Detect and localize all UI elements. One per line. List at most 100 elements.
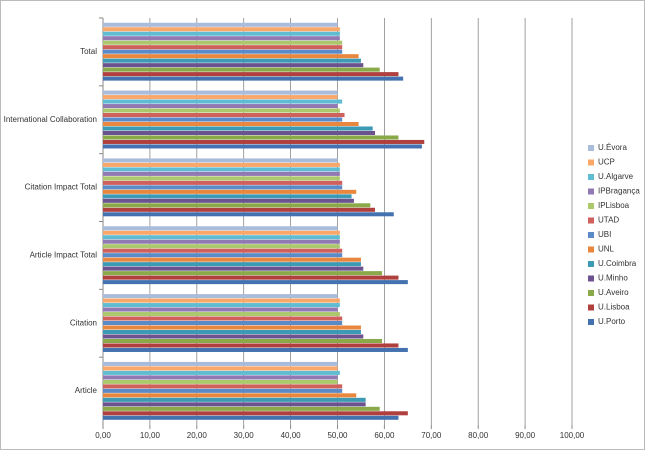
bar — [103, 397, 366, 402]
bar — [103, 235, 340, 240]
legend-label: UTAD — [598, 216, 619, 225]
legend-label: U.Coimbra — [598, 259, 637, 268]
x-tick-label: 90,00 — [515, 431, 536, 440]
bar — [103, 180, 343, 185]
legend-swatch — [588, 246, 594, 253]
legend-label: U.Porto — [598, 317, 626, 326]
bar — [103, 298, 340, 303]
legend-label: UCP — [598, 158, 615, 167]
bar — [103, 22, 338, 27]
legend-swatch — [588, 188, 594, 195]
bar — [103, 167, 340, 172]
bar — [103, 239, 340, 244]
bar — [103, 171, 340, 176]
bar — [103, 280, 408, 285]
bar — [103, 198, 354, 203]
bar — [103, 130, 376, 136]
y-tick-label: Total — [80, 47, 97, 56]
x-tick-label: 30,00 — [234, 431, 255, 440]
bar — [103, 90, 338, 95]
legend-label: U.Lisboa — [598, 303, 630, 312]
bar — [103, 104, 338, 109]
bar — [103, 36, 340, 41]
x-tick-label: 70,00 — [421, 431, 442, 440]
bar — [103, 189, 357, 194]
bar — [103, 361, 338, 366]
bar — [103, 388, 343, 393]
bar — [103, 31, 340, 36]
bar — [103, 375, 338, 380]
legend-swatch — [588, 261, 594, 267]
y-tick-label: Article — [75, 386, 98, 395]
bar — [103, 262, 361, 267]
y-tick-label: Citation Impact Total — [25, 183, 98, 192]
legend-swatch — [588, 145, 594, 151]
bar — [103, 212, 394, 217]
bar — [103, 415, 399, 420]
legend-swatch — [588, 232, 594, 238]
bar — [103, 63, 364, 68]
bar — [103, 325, 361, 330]
bar — [103, 411, 408, 416]
legend-swatch — [588, 203, 594, 209]
bar — [103, 257, 361, 262]
bar — [103, 49, 343, 54]
bar — [103, 76, 404, 81]
bar — [103, 207, 376, 212]
y-tick-label: International Collaboration — [4, 115, 97, 124]
x-tick-label: 100,00 — [560, 431, 585, 440]
legend-swatch — [588, 319, 594, 325]
bar — [103, 338, 383, 343]
legend-swatch — [588, 159, 594, 166]
bar — [103, 329, 361, 335]
bar — [103, 384, 343, 389]
bar — [103, 294, 338, 299]
bar — [103, 126, 373, 131]
bar — [103, 158, 338, 163]
legend-label: UBI — [598, 230, 611, 239]
legend-label: IPBragança — [598, 187, 640, 196]
bar — [103, 406, 380, 411]
x-tick-label: 50,00 — [327, 431, 348, 440]
x-tick-label: 10,00 — [140, 431, 161, 440]
bar — [103, 54, 359, 59]
x-tick-label: 40,00 — [281, 431, 302, 440]
bar — [103, 303, 340, 308]
bar — [103, 162, 340, 167]
legend-label: U.Aveiro — [598, 288, 629, 297]
bar — [103, 185, 343, 190]
legend-label: IPLisboa — [598, 201, 630, 210]
legend-swatch — [588, 304, 594, 311]
bar — [103, 108, 340, 113]
legend-label: U.Algarve — [598, 172, 634, 181]
legend-label: UNL — [598, 245, 615, 254]
bar — [103, 402, 366, 407]
bar — [103, 176, 340, 181]
bar — [103, 334, 364, 339]
bar — [103, 113, 345, 118]
x-tick-label: 60,00 — [374, 431, 395, 440]
legend-label: U.Minho — [598, 274, 628, 283]
bar — [103, 203, 371, 208]
bar — [103, 117, 343, 122]
bar — [103, 226, 338, 231]
y-tick-label: Citation — [70, 318, 97, 327]
bar — [103, 99, 343, 104]
bar — [103, 58, 361, 63]
bar — [103, 321, 343, 326]
bar — [103, 370, 340, 375]
bar — [103, 253, 343, 258]
bar — [103, 27, 340, 32]
bar — [103, 266, 364, 271]
bar — [103, 393, 357, 398]
bar — [103, 316, 343, 321]
bar — [103, 312, 340, 317]
bar — [103, 366, 338, 371]
legend-swatch — [588, 290, 594, 296]
bar — [103, 45, 343, 50]
bar — [103, 194, 352, 199]
bar — [103, 275, 399, 280]
bar — [103, 271, 383, 276]
bar — [103, 135, 399, 140]
